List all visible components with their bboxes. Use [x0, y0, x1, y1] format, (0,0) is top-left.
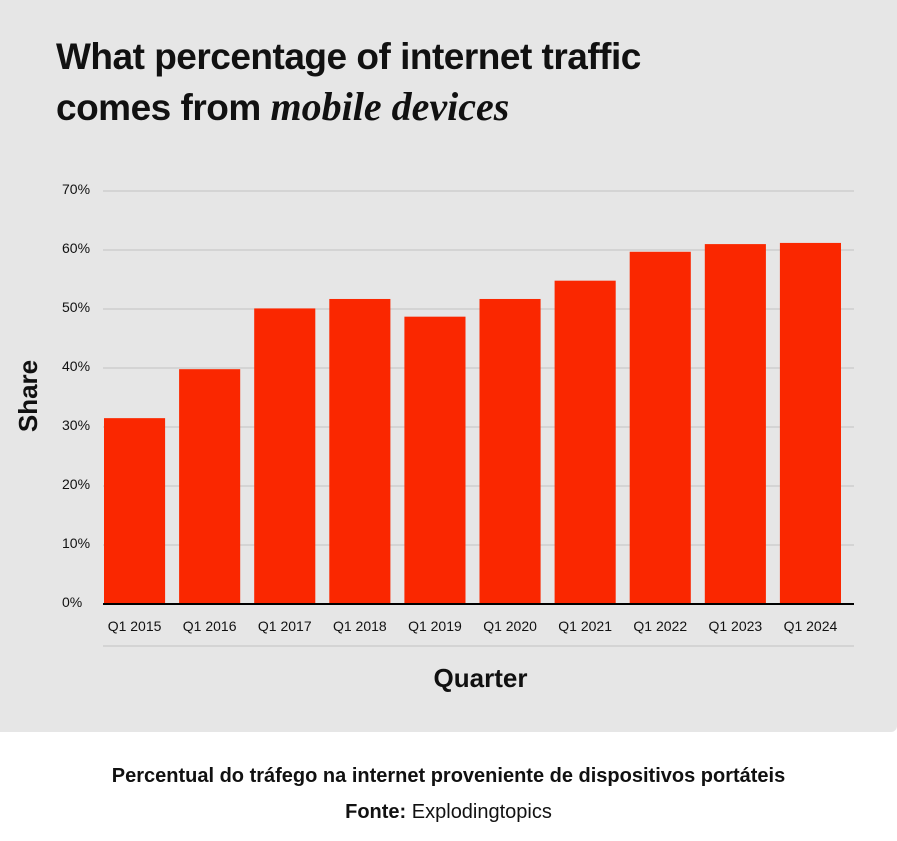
x-tick-label: Q1 2019: [408, 618, 462, 634]
y-tick-label: 30%: [62, 417, 90, 433]
y-tick-label: 0%: [62, 594, 82, 610]
bar: [629, 251, 691, 604]
x-tick-label: Q1 2017: [258, 618, 312, 634]
bar: [704, 244, 766, 604]
bar-chart: 0% 10% 20% 30% 40% 50% 60% 70% Q1 2015 Q1 2016 Q1 …: [13, 181, 854, 693]
bar: [479, 298, 541, 604]
x-axis-title: Quarter: [434, 663, 528, 693]
x-tick-label: Q1 2015: [108, 618, 162, 634]
x-tick-label: Q1 2018: [333, 618, 387, 634]
source-label: Fonte:: [345, 801, 407, 823]
y-tick-label: 10%: [62, 535, 90, 551]
bar: [329, 298, 391, 604]
y-tick-label: 50%: [62, 299, 90, 315]
y-tick-label: 40%: [62, 358, 90, 374]
title-line-1: What percentage of internet traffic: [56, 36, 641, 77]
y-tick-label: 20%: [62, 476, 90, 492]
chart-title: What percentage of internet traffic come…: [56, 32, 836, 133]
bar: [254, 308, 316, 604]
source-value: Explodingtopics: [411, 801, 552, 823]
bar: [404, 316, 466, 604]
source-line: Fonte: Explodingtopics: [0, 798, 897, 826]
x-tick-label: Q1 2024: [784, 618, 838, 634]
x-tick-label: Q1 2021: [558, 618, 612, 634]
bar: [104, 418, 166, 604]
bar: [554, 280, 616, 604]
x-tick-label: Q1 2022: [633, 618, 687, 634]
title-line-2-emphasis: mobile devices: [270, 84, 510, 129]
x-tick-label: Q1 2023: [708, 618, 762, 634]
x-tick-label: Q1 2020: [483, 618, 537, 634]
bar: [179, 369, 241, 604]
bar: [779, 242, 841, 605]
y-tick-label: 60%: [62, 240, 90, 256]
figure-caption: Percentual do tráfego na internet proven…: [111, 765, 786, 787]
x-tick-label: Q1 2016: [183, 618, 237, 634]
y-axis-title: Share: [13, 360, 43, 432]
chart-panel: What percentage of internet traffic come…: [0, 0, 897, 732]
title-line-2-prefix: comes from: [56, 87, 271, 128]
y-tick-label: 70%: [62, 181, 90, 197]
